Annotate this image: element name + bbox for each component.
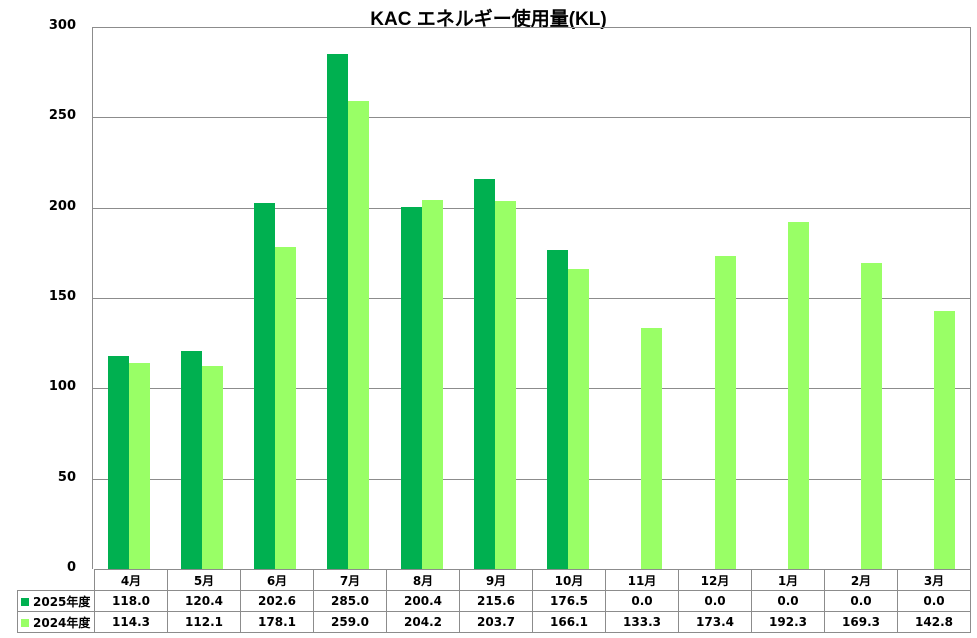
table-cell: 200.4 bbox=[386, 590, 460, 612]
table-cell: 176.5 bbox=[532, 590, 606, 612]
legend-swatch-icon bbox=[21, 618, 29, 627]
y-tick-label: 150 bbox=[48, 289, 76, 304]
category-label: 9月 bbox=[459, 569, 533, 591]
table-cell: 204.2 bbox=[386, 611, 460, 633]
y-tick-label: 50 bbox=[57, 469, 76, 485]
y-tick-label: 250 bbox=[48, 108, 76, 124]
bar-2024年度 bbox=[787, 221, 809, 569]
table-cell: 178.1 bbox=[240, 611, 314, 633]
table-cell: 118.0 bbox=[94, 590, 168, 612]
category-label: 7月 bbox=[313, 569, 387, 591]
table-cell: 259.0 bbox=[313, 611, 387, 633]
bar-2024年度 bbox=[568, 268, 590, 569]
table-cell: 0.0 bbox=[678, 590, 752, 612]
table-cell: 0.0 bbox=[751, 590, 825, 612]
category-label: 1月 bbox=[751, 569, 825, 591]
table-row: 2025年度 118.0 120.4 202.6 285.0 200.4 215.6 176.… bbox=[17, 590, 971, 612]
bar-2025年度 bbox=[327, 54, 349, 569]
legend-entry: 2025年度 bbox=[17, 590, 95, 612]
bar-2024年度 bbox=[348, 101, 370, 569]
y-tick-label: 300 bbox=[48, 18, 76, 33]
table-cell: 285.0 bbox=[313, 590, 387, 612]
data-table: 4月 5月 6月 7月 8月 9月 10月 11月 12月 1月 2月 3月 2025年度 118.0 12… bbox=[17, 569, 971, 633]
bar-2024年度 bbox=[494, 200, 516, 569]
bar-2025年度 bbox=[180, 351, 202, 569]
bar-2024年度 bbox=[275, 247, 297, 569]
gridline bbox=[93, 117, 970, 119]
table-cell: 166.1 bbox=[532, 611, 606, 633]
table-cell: 114.3 bbox=[94, 611, 168, 633]
bar-2024年度 bbox=[421, 200, 443, 569]
legend-swatch-icon bbox=[21, 597, 29, 606]
category-label: 6月 bbox=[240, 569, 314, 591]
table-cell: 202.6 bbox=[240, 590, 314, 612]
category-label: 11月 bbox=[605, 569, 679, 591]
bar-2025年度 bbox=[400, 206, 422, 569]
legend-entry: 2024年度 bbox=[17, 611, 95, 633]
table-cell: 192.3 bbox=[751, 611, 825, 633]
bar-2024年度 bbox=[714, 255, 736, 569]
plot-area bbox=[92, 27, 971, 569]
gridline bbox=[93, 207, 970, 209]
table-row: 2024年度 114.3 112.1 178.1 259.0 204.2 203.7 166.… bbox=[17, 611, 971, 633]
y-tick-label: 0 bbox=[66, 560, 76, 575]
bar-2025年度 bbox=[107, 355, 129, 569]
table-cell: 0.0 bbox=[897, 590, 971, 612]
bar-2025年度 bbox=[254, 202, 276, 569]
bar-2025年度 bbox=[547, 250, 569, 569]
table-cell: 169.3 bbox=[824, 611, 898, 633]
gridline bbox=[93, 388, 970, 390]
bar-2024年度 bbox=[934, 311, 956, 569]
category-label: 8月 bbox=[386, 569, 460, 591]
bar-2025年度 bbox=[473, 179, 495, 569]
bar-2024年度 bbox=[201, 366, 223, 569]
table-cell: 173.4 bbox=[678, 611, 752, 633]
table-cell: 112.1 bbox=[167, 611, 241, 633]
table-cell: 133.3 bbox=[605, 611, 679, 633]
y-tick-label: 100 bbox=[48, 379, 76, 395]
table-cell: 203.7 bbox=[459, 611, 533, 633]
gridline bbox=[93, 298, 970, 299]
table-cell: 0.0 bbox=[824, 590, 898, 612]
table-cell: 0.0 bbox=[605, 590, 679, 612]
category-label: 3月 bbox=[897, 569, 971, 591]
table-cell: 120.4 bbox=[167, 590, 241, 612]
category-label: 5月 bbox=[167, 569, 241, 591]
gridline bbox=[93, 478, 970, 480]
chart-title: KAC エネルギー使用量(KL) bbox=[370, 9, 607, 30]
y-tick-label: 200 bbox=[48, 198, 76, 214]
table-cell: 142.8 bbox=[897, 611, 971, 633]
bar-2024年度 bbox=[641, 328, 663, 569]
table-cell: 215.6 bbox=[459, 590, 533, 612]
category-label: 2月 bbox=[824, 569, 898, 591]
category-label: 10月 bbox=[532, 569, 606, 591]
category-label: 4月 bbox=[94, 569, 168, 591]
bar-2024年度 bbox=[861, 263, 883, 569]
bar-2024年度 bbox=[128, 362, 150, 569]
category-label: 12月 bbox=[678, 569, 752, 591]
